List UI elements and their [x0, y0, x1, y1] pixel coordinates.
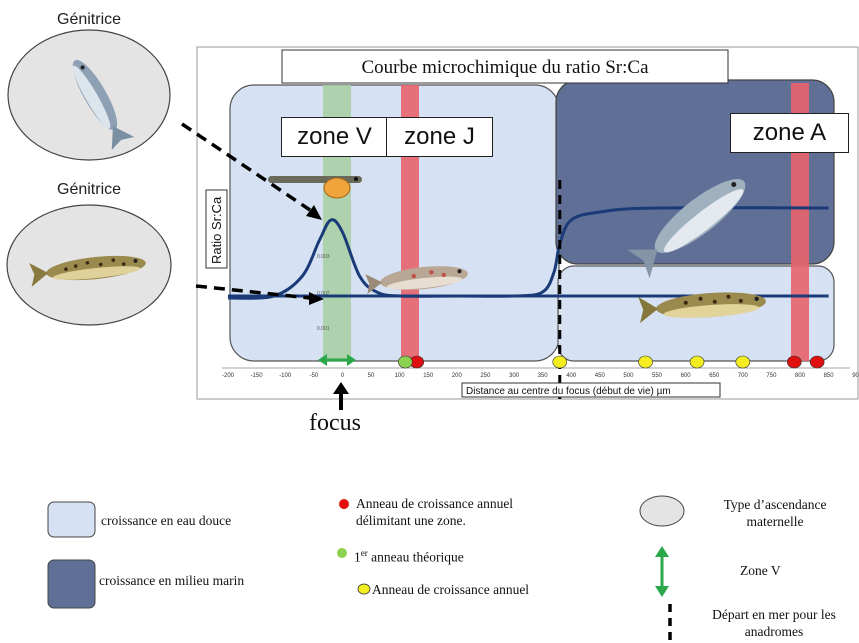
x-tick-label: -100 — [279, 373, 292, 379]
genitrice-label-top: Génitrice — [57, 11, 122, 28]
x-tick-label: 850 — [824, 373, 835, 379]
legend-green-text-rest: anneau théorique — [367, 549, 464, 565]
x-axis-label: Distance au centre du focus (début de vi… — [466, 386, 671, 397]
y-axis-label: Ratio Sr:Ca — [209, 196, 224, 264]
x-tick-label: 350 — [538, 373, 549, 379]
trout-icon — [29, 255, 146, 287]
x-tick-label: 0 — [341, 373, 345, 379]
x-tick-label: 600 — [681, 373, 692, 379]
zone-v-label: zone V — [281, 117, 388, 157]
genitrice-label-bottom: Génitrice — [57, 181, 122, 198]
x-tick-label: -200 — [222, 373, 235, 379]
title-box — [281, 49, 729, 84]
x-tick-label: 300 — [509, 373, 520, 379]
legend-red-text: Anneau de croissance annuel délimitant u… — [356, 496, 514, 528]
x-tick-label: 250 — [480, 373, 491, 379]
legend-yellow-text: Anneau de croissance annuel — [372, 582, 530, 597]
adult-salmon-icon — [627, 179, 746, 279]
x-tick-label: 450 — [595, 373, 606, 379]
parr-icon — [365, 266, 468, 295]
zone-j-label: zone J — [386, 117, 493, 157]
red-ring-dot — [809, 355, 825, 369]
legend-marine-swatch — [47, 559, 96, 609]
zone-v-arrow — [318, 354, 356, 366]
x-tick-label: 550 — [652, 373, 663, 379]
legend-green-text-sup: er — [360, 548, 368, 558]
red-ring-dot — [786, 355, 802, 369]
adult-trout-icon — [638, 292, 766, 323]
x-tick-label: 700 — [738, 373, 749, 379]
legend-zone-v-arrow — [655, 546, 669, 597]
y-tick-0003: 0.003 — [317, 254, 330, 260]
x-tick-label: 200 — [452, 373, 463, 379]
x-axis-label-box — [461, 382, 721, 398]
legend-ellipse-text: Type d’ascendance maternelle — [723, 497, 827, 529]
legend-green-text-num: 1 — [354, 549, 361, 565]
connector-bottom-arrowhead — [309, 292, 324, 305]
x-tick-label: 900 — [852, 373, 859, 379]
legend-zonev-text: Zone V — [740, 563, 781, 578]
legend-green-dot — [337, 548, 347, 558]
x-tick-label: 800 — [795, 373, 806, 379]
yellow-ring-dot — [689, 355, 705, 369]
y-tick-0002: 0.002 — [317, 291, 330, 297]
connector-bottom — [195, 284, 311, 300]
zone-a-label: zone A — [730, 113, 849, 153]
y-tick-0001: 0.001 — [317, 326, 330, 332]
legend-red-dot — [339, 499, 349, 509]
x-tick-label: 650 — [709, 373, 720, 379]
legend-yellow-dot — [357, 583, 371, 595]
legend-fresh-text: croissance en eau douce — [101, 513, 232, 528]
x-tick-label: 750 — [766, 373, 777, 379]
connector-top-arrowhead — [306, 205, 322, 220]
connector-top — [181, 122, 311, 212]
x-tick-label: 100 — [395, 373, 406, 379]
anadromous-series-line — [227, 206, 829, 300]
x-tick-label: -50 — [309, 373, 318, 379]
legend-fresh-swatch — [47, 501, 96, 538]
legend-marine-text: croissance en milieu marin — [99, 573, 245, 588]
x-tick-labels: -200 -150 -100 -50 0 50 100 150 200 250 300 350 400 4… — [222, 373, 859, 379]
legend-green-text: 1er anneau théorique — [354, 545, 464, 566]
legend-depart-text: Départ en mer pour les anadromes — [712, 607, 836, 639]
yellow-ring-dot — [735, 355, 751, 369]
yellow-ring-dot — [552, 355, 568, 369]
x-tick-label: 400 — [566, 373, 577, 379]
yellow-ring-dot — [638, 355, 653, 369]
green-first-ring-dot — [398, 355, 413, 369]
alevin-icon — [268, 176, 362, 199]
chart-title: Courbe microchimique du ratio Sr:Ca — [361, 57, 649, 78]
focus-label: focus — [309, 410, 361, 436]
ring-dots — [398, 355, 825, 369]
x-tick-label: 500 — [623, 373, 634, 379]
y-axis-label-box — [205, 189, 228, 269]
x-tick-label: 150 — [423, 373, 434, 379]
x-tick-label: 50 — [368, 373, 375, 379]
x-tick-label: -150 — [251, 373, 264, 379]
focus-arrow — [333, 382, 349, 410]
salmon-icon — [72, 59, 135, 150]
legend-ellipse-swatch — [639, 495, 685, 527]
